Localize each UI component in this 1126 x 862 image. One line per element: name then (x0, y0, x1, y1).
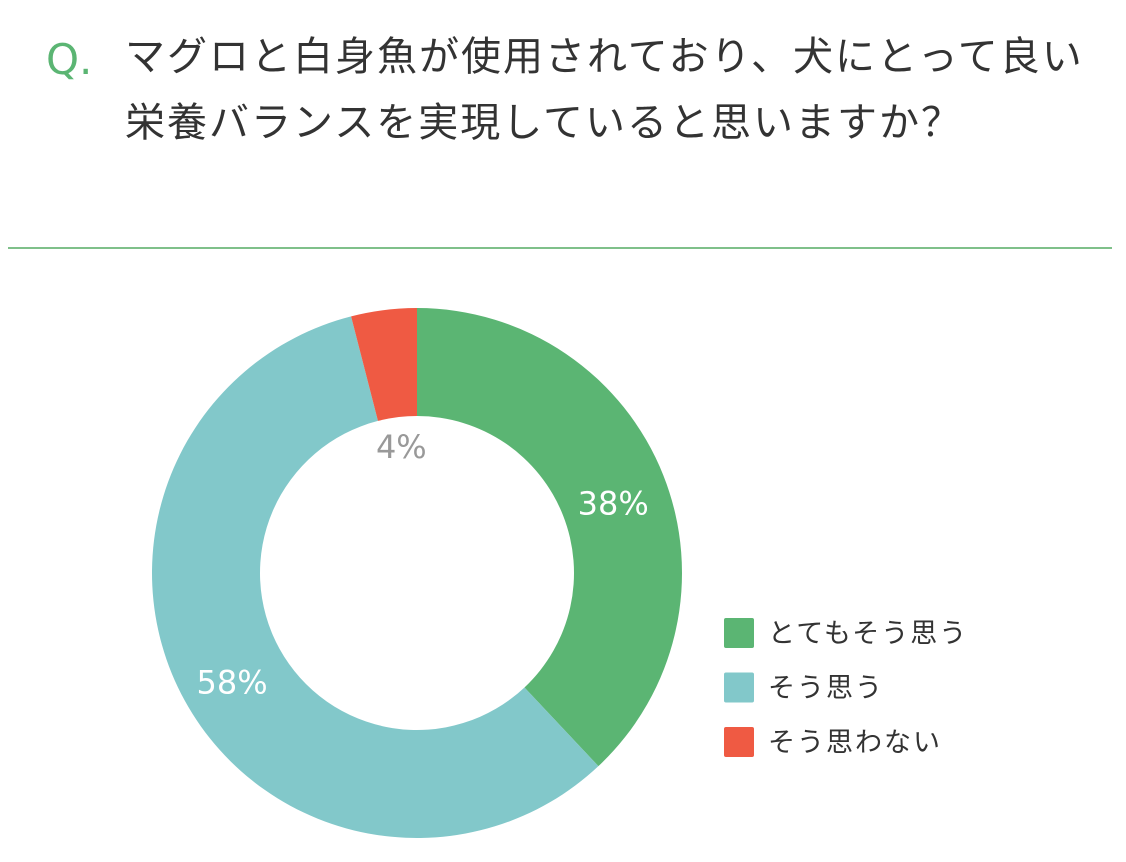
data-label: 38% (578, 484, 649, 522)
legend-label: そう思わない (768, 728, 942, 759)
divider (8, 247, 1112, 249)
legend-label: そう思う (768, 673, 884, 704)
question-prefix: Q. (46, 35, 93, 84)
legend-swatch (724, 672, 754, 703)
data-label: 4% (376, 428, 427, 466)
legend-swatch (724, 618, 754, 648)
legend-label: とてもそう思う (768, 619, 968, 650)
donut-segment (351, 308, 417, 421)
donut-segment (152, 316, 599, 839)
data-label: 58% (197, 664, 268, 702)
donut-segment (417, 308, 683, 767)
chart-title: マグロと白身魚が使用されており、犬にとって良い栄養バランスを実現していると思いま… (125, 34, 1084, 146)
legend-swatch (724, 727, 754, 757)
